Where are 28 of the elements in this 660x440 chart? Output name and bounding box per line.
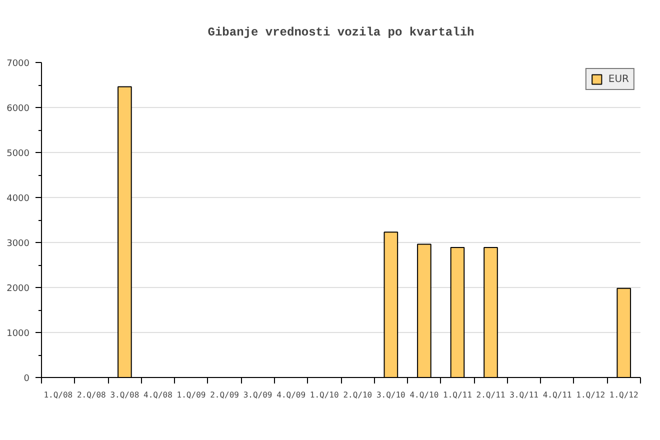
legend-label: EUR [608,73,629,85]
x-tick-label: 1.Q/09 [176,390,206,400]
y-tick-label: 4000 [6,194,30,204]
x-tick-label: 3.Q/09 [243,390,272,400]
x-tick-label: 4.Q/10 [410,390,439,400]
y-tick-label: 1000 [6,329,30,339]
x-tick-label: 3.Q/08 [110,390,140,400]
x-tick-label: 1.Q/11 [443,390,472,400]
y-tick-label: 3000 [6,239,30,249]
x-tick-label: 4.Q/11 [542,390,572,400]
x-tick-label: 4.Q/08 [144,390,173,400]
y-tick-label: 5000 [6,149,30,159]
x-tick-label: 2.Q/10 [343,390,372,400]
y-tick-label: 7000 [6,59,30,69]
chart-title: Gibanje vrednosti vozila po kvartalih [208,26,474,40]
y-tick-label: 2000 [6,284,30,294]
x-tick-label: 1.Q/10 [310,390,339,400]
x-tick-label: 2.Q/11 [476,390,506,400]
x-tick-label: 2.Q/08 [76,390,106,400]
y-tick-label: 6000 [6,104,30,114]
x-tick-label: 3.Q/10 [376,390,406,400]
x-tick-label: 4.Q/09 [276,390,306,400]
x-tick-label: 3.Q/11 [510,390,539,400]
x-tick-label: 1.Q/12 [609,390,638,400]
x-tick-label: 1.Q/12 [576,390,606,400]
x-tick-label: 2.Q/09 [210,390,240,400]
x-tick-label: 1.Q/08 [44,390,73,400]
y-tick-label: 0 [24,374,30,384]
